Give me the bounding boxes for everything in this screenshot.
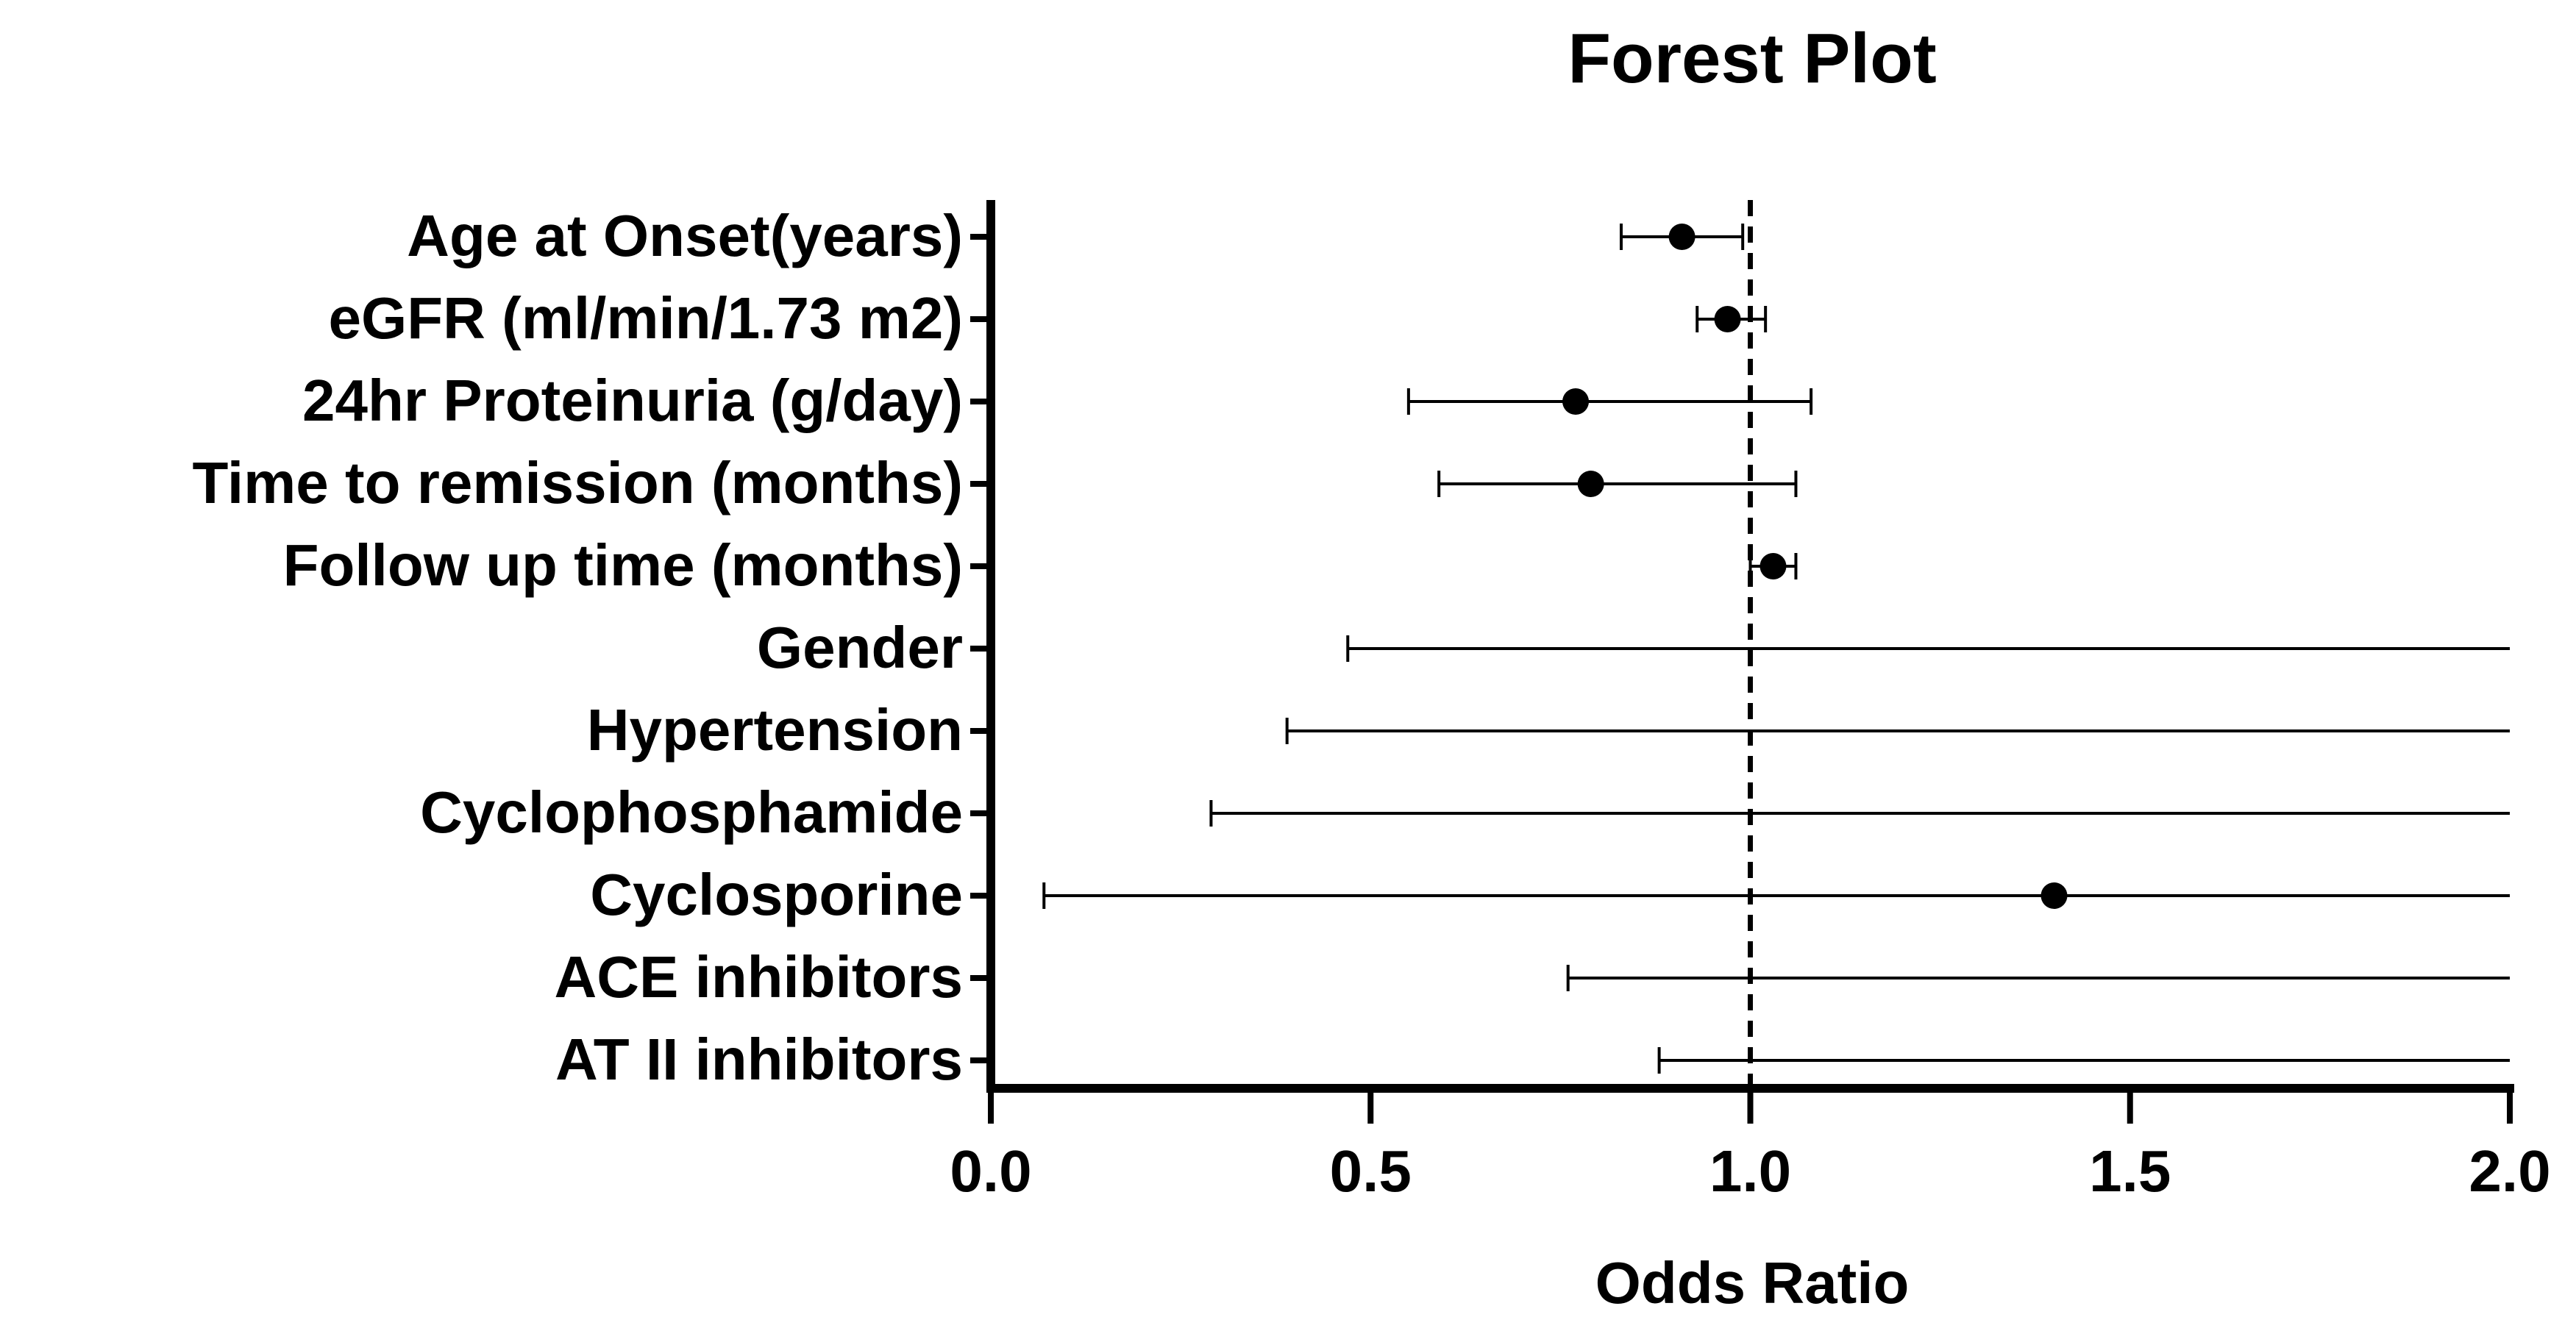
y-tick-label: Gender — [757, 615, 963, 680]
point-estimate — [1562, 388, 1590, 415]
plot-area: Age at Onset(years) eGFR (ml/min/1.73 m2)… — [192, 200, 2551, 1204]
x-axis-label: Odds Ratio — [1595, 1250, 1910, 1316]
y-tick-label: Follow up time (months) — [283, 532, 963, 598]
point-estimate — [1577, 471, 1604, 497]
y-tick-label: Cyclophosphamide — [420, 779, 963, 845]
x-tick-label: 2.0 — [2469, 1138, 2550, 1204]
y-tick-label: ACE inhibitors — [554, 944, 963, 1010]
point-estimate — [1668, 224, 1696, 250]
y-tick-label: eGFR (ml/min/1.73 m2) — [329, 285, 963, 351]
y-tick-label: Time to remission (months) — [192, 450, 963, 515]
y-tick-label: Hypertension — [587, 697, 963, 763]
x-tick-label: 0.0 — [950, 1138, 1031, 1204]
y-tick-label: AT II inhibitors — [555, 1027, 963, 1092]
point-estimate — [2040, 882, 2068, 909]
x-tick-label: 0.5 — [1330, 1138, 1412, 1204]
y-tick-label: Cyclosporine — [590, 862, 963, 927]
point-estimate — [1714, 306, 1741, 332]
chart-title: Forest Plot — [1568, 19, 1936, 98]
x-tick-label: 1.5 — [2089, 1138, 2171, 1204]
point-estimate — [1760, 553, 1787, 579]
x-tick-label: 1.0 — [1709, 1138, 1791, 1204]
y-tick-label: 24hr Proteinuria (g/day) — [302, 368, 963, 433]
y-tick-label: Age at Onset(years) — [407, 203, 963, 268]
